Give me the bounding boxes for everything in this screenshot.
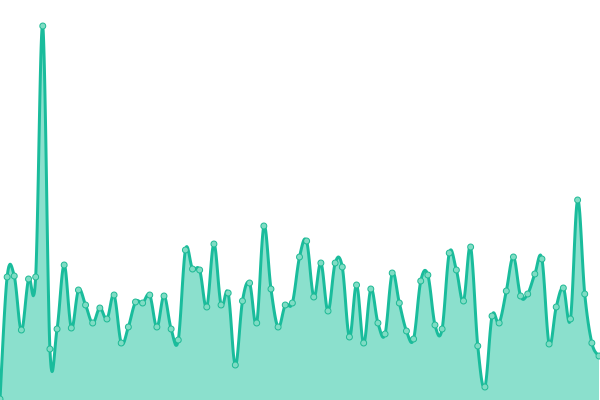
data-point-66: [467, 243, 475, 251]
data-point-60: [424, 271, 432, 279]
data-point-48: [338, 263, 346, 271]
data-point-69: [488, 312, 496, 320]
data-point-30: [210, 240, 218, 248]
data-point-71: [502, 287, 510, 295]
data-point-68: [481, 383, 489, 391]
data-point-32: [224, 289, 232, 297]
data-point-16: [110, 291, 118, 299]
data-point-53: [374, 319, 382, 327]
data-point-6: [39, 22, 47, 30]
data-point-29: [203, 303, 211, 311]
data-point-41: [288, 299, 296, 307]
data-point-3: [17, 326, 25, 334]
data-point-36: [253, 319, 261, 327]
data-point-73: [517, 292, 525, 300]
data-point-51: [360, 339, 368, 347]
data-point-70: [495, 319, 503, 327]
data-point-24: [167, 325, 175, 333]
data-point-25: [174, 336, 182, 344]
data-point-15: [103, 315, 111, 323]
data-point-37: [260, 222, 268, 230]
data-point-65: [460, 297, 468, 305]
data-point-64: [452, 266, 460, 274]
data-point-81: [574, 196, 582, 204]
data-point-11: [74, 286, 82, 294]
data-point-62: [438, 325, 446, 333]
data-point-67: [474, 342, 482, 350]
data-point-40: [281, 301, 289, 309]
area-fill: [0, 25, 599, 400]
data-point-61: [431, 321, 439, 329]
data-point-77: [545, 340, 553, 348]
data-points: [0, 22, 600, 400]
data-point-54: [381, 330, 389, 338]
data-point-33: [231, 361, 239, 369]
data-point-22: [153, 323, 161, 331]
data-point-5: [32, 273, 40, 281]
data-point-74: [524, 290, 532, 298]
data-point-26: [181, 246, 189, 254]
data-point-21: [146, 291, 154, 299]
data-point-9: [60, 261, 68, 269]
data-point-12: [82, 301, 90, 309]
data-point-63: [445, 249, 453, 257]
data-point-17: [117, 339, 125, 347]
data-point-27: [189, 265, 197, 273]
data-point-58: [410, 335, 418, 343]
data-point-82: [581, 290, 589, 298]
data-point-39: [274, 323, 282, 331]
data-point-47: [331, 259, 339, 267]
data-point-34: [238, 297, 246, 305]
data-point-76: [538, 255, 546, 263]
data-point-14: [96, 304, 104, 312]
data-point-1: [3, 273, 11, 281]
data-point-84: [595, 352, 600, 360]
data-point-4: [25, 275, 33, 283]
data-point-31: [217, 301, 225, 309]
data-point-2: [10, 272, 18, 280]
data-point-8: [53, 325, 61, 333]
data-point-19: [131, 298, 139, 306]
data-point-75: [531, 270, 539, 278]
data-point-72: [509, 253, 517, 261]
data-point-57: [402, 327, 410, 335]
data-point-7: [46, 345, 54, 353]
data-point-28: [196, 266, 204, 274]
data-point-80: [566, 315, 574, 323]
data-point-46: [324, 307, 332, 315]
data-point-42: [296, 253, 303, 261]
data-point-35: [246, 279, 254, 287]
data-point-49: [345, 333, 353, 341]
data-point-10: [67, 324, 75, 332]
data-point-0: [0, 395, 4, 400]
data-point-59: [417, 277, 425, 285]
data-point-13: [89, 319, 97, 327]
data-point-44: [310, 293, 318, 301]
data-point-20: [139, 299, 147, 307]
data-point-45: [317, 259, 325, 267]
data-point-52: [367, 285, 375, 293]
data-point-50: [353, 281, 361, 289]
data-point-23: [160, 292, 168, 300]
data-point-56: [395, 299, 403, 307]
data-point-38: [267, 285, 275, 293]
data-point-78: [552, 303, 560, 311]
data-point-43: [303, 237, 311, 245]
data-point-79: [559, 284, 567, 292]
data-point-83: [588, 339, 596, 347]
data-point-55: [388, 269, 396, 277]
data-point-18: [124, 323, 132, 331]
